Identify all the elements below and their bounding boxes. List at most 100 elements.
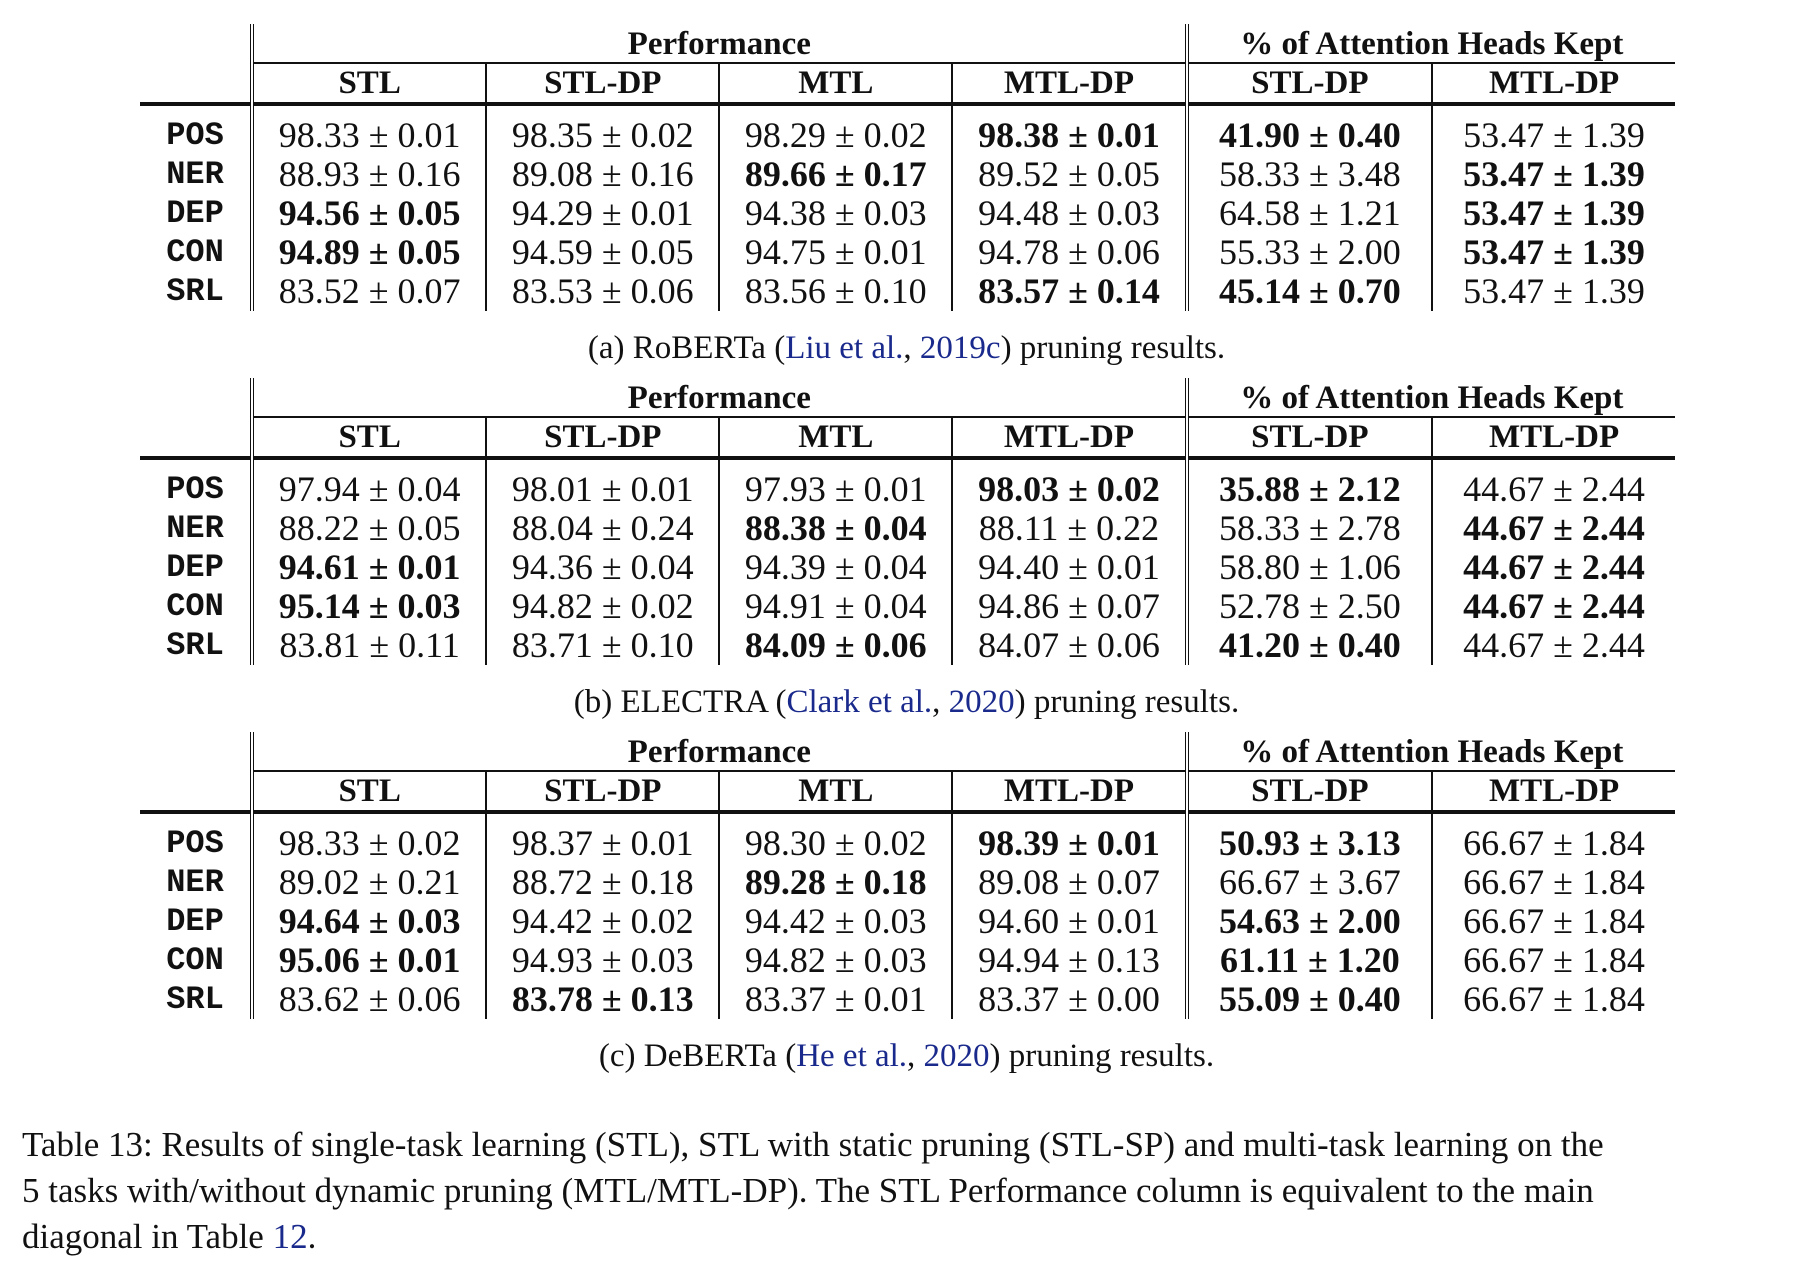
task-label: SRL bbox=[166, 981, 224, 1018]
table-row: NER 88.22 ± 0.05 88.04 ± 0.24 88.38 ± 0.04 8… bbox=[140, 509, 1675, 548]
table-cell: 58.33 ± 2.78 bbox=[1184, 509, 1433, 548]
table-cell: 88.04 ± 0.24 bbox=[485, 509, 720, 548]
table-cell: 83.57 ± 0.14 bbox=[951, 272, 1187, 311]
table-cell: 94.42 ± 0.03 bbox=[718, 902, 953, 941]
table-cell: 53.47 ± 1.39 bbox=[1431, 155, 1675, 194]
table-cell: 94.29 ± 0.01 bbox=[485, 194, 720, 233]
col-header: MTL-DP bbox=[951, 62, 1187, 103]
table-cell: 94.48 ± 0.03 bbox=[951, 194, 1187, 233]
table-cell: 83.53 ± 0.06 bbox=[485, 272, 720, 311]
citation-year-link[interactable]: 2020 bbox=[923, 1038, 990, 1074]
table-cell: 84.07 ± 0.06 bbox=[951, 626, 1187, 665]
table-row: POS 97.94 ± 0.04 98.01 ± 0.01 97.93 ± 0.01 9… bbox=[140, 470, 1675, 509]
table-row: NER 89.02 ± 0.21 88.72 ± 0.18 89.28 ± 0.18 8… bbox=[140, 863, 1675, 902]
table-cell: 97.93 ± 0.01 bbox=[718, 470, 953, 509]
table-cell: 66.67 ± 1.84 bbox=[1431, 980, 1675, 1019]
table-cell: 55.09 ± 0.40 bbox=[1184, 980, 1433, 1019]
subcaption-c: (c) DeBERTa (He et al., 2020) pruning re… bbox=[598, 1038, 1215, 1074]
col-header: MTL bbox=[718, 62, 953, 103]
citation-link[interactable]: Clark et al. bbox=[786, 684, 933, 720]
table-cell: 94.64 ± 0.03 bbox=[249, 902, 487, 941]
col-header: STL-DP bbox=[1184, 770, 1433, 811]
col-header: STL bbox=[249, 62, 487, 103]
subcaption-b: (b) ELECTRA (Clark et al., 2020) pruning… bbox=[573, 684, 1240, 720]
col-header: MTL-DP bbox=[951, 770, 1187, 811]
table-cell: 54.63 ± 2.00 bbox=[1184, 902, 1433, 941]
table-cell: 66.67 ± 1.84 bbox=[1431, 941, 1675, 980]
table-cell: 83.56 ± 0.10 bbox=[718, 272, 953, 311]
table-cell: 94.78 ± 0.06 bbox=[951, 233, 1187, 272]
table-row: CON 95.06 ± 0.01 94.93 ± 0.03 94.82 ± 0.03 9… bbox=[140, 941, 1675, 980]
col-header: STL-DP bbox=[485, 770, 720, 811]
table-cell: 98.39 ± 0.01 bbox=[951, 824, 1187, 863]
table-cell: 88.11 ± 0.22 bbox=[951, 509, 1187, 548]
table-cell: 83.37 ± 0.01 bbox=[718, 980, 953, 1019]
table-cell: 89.08 ± 0.07 bbox=[951, 863, 1187, 902]
table-cell: 98.29 ± 0.02 bbox=[718, 116, 953, 155]
table-cell: 44.67 ± 2.44 bbox=[1431, 470, 1675, 509]
col-header: MTL-DP bbox=[1431, 770, 1675, 811]
table-cell: 98.35 ± 0.02 bbox=[485, 116, 720, 155]
table-cell: 35.88 ± 2.12 bbox=[1184, 470, 1433, 509]
col-header: STL-DP bbox=[1184, 416, 1433, 457]
citation-year-link[interactable]: 2020 bbox=[948, 684, 1015, 720]
col-header: STL bbox=[249, 770, 487, 811]
table-cell: 84.09 ± 0.06 bbox=[718, 626, 953, 665]
table-cell: 44.67 ± 2.44 bbox=[1431, 548, 1675, 587]
table-cell: 94.91 ± 0.04 bbox=[718, 587, 953, 626]
table-cell: 53.47 ± 1.39 bbox=[1431, 194, 1675, 233]
table-cell: 52.78 ± 2.50 bbox=[1184, 587, 1433, 626]
table-row: SRL 83.62 ± 0.06 83.78 ± 0.13 83.37 ± 0.01 8… bbox=[140, 980, 1675, 1019]
results-table: Performance % of Attention Heads Kept ST… bbox=[140, 732, 1675, 1019]
table-cell: 89.28 ± 0.18 bbox=[718, 863, 953, 902]
table-row: CON 94.89 ± 0.05 94.59 ± 0.05 94.75 ± 0.01 9… bbox=[140, 233, 1675, 272]
task-label: DEP bbox=[166, 195, 224, 232]
header-performance: Performance bbox=[250, 24, 1187, 63]
caption-line: 5 tasks with/without dynamic pruning (MT… bbox=[22, 1171, 1594, 1210]
col-header: STL-DP bbox=[485, 416, 720, 457]
table-cell: 94.59 ± 0.05 bbox=[485, 233, 720, 272]
caption-line: Table 13: Results of single-task learnin… bbox=[22, 1125, 1604, 1164]
table-cell: 44.67 ± 2.44 bbox=[1431, 626, 1675, 665]
citation-link[interactable]: Liu et al. bbox=[785, 330, 904, 366]
table-cell: 94.40 ± 0.01 bbox=[951, 548, 1187, 587]
table-row: DEP 94.64 ± 0.03 94.42 ± 0.02 94.42 ± 0.03 9… bbox=[140, 902, 1675, 941]
task-label: SRL bbox=[166, 273, 224, 310]
table-cell: 89.66 ± 0.17 bbox=[718, 155, 953, 194]
table-cell: 89.02 ± 0.21 bbox=[249, 863, 487, 902]
table-cell: 98.01 ± 0.01 bbox=[485, 470, 720, 509]
table-cell: 94.36 ± 0.04 bbox=[485, 548, 720, 587]
col-header: STL-DP bbox=[1184, 62, 1433, 103]
table-cell: 83.81 ± 0.11 bbox=[249, 626, 487, 665]
col-header: STL-DP bbox=[485, 62, 720, 103]
col-header: MTL-DP bbox=[1431, 416, 1675, 457]
table-cell: 66.67 ± 3.67 bbox=[1184, 863, 1433, 902]
citation-year-link[interactable]: 2019c bbox=[919, 330, 1001, 366]
table-cell: 94.75 ± 0.01 bbox=[718, 233, 953, 272]
task-label: NER bbox=[166, 510, 224, 547]
table-cell: 88.22 ± 0.05 bbox=[249, 509, 487, 548]
table-row: POS 98.33 ± 0.02 98.37 ± 0.01 98.30 ± 0.02 9… bbox=[140, 824, 1675, 863]
table-cell: 64.58 ± 1.21 bbox=[1184, 194, 1433, 233]
results-table: Performance % of Attention Heads Kept ST… bbox=[140, 24, 1675, 311]
table-cell: 94.61 ± 0.01 bbox=[249, 548, 487, 587]
col-header: MTL bbox=[718, 770, 953, 811]
table-caption: Table 13: Results of single-task learnin… bbox=[22, 1122, 1797, 1260]
table-cell: 66.67 ± 1.84 bbox=[1431, 902, 1675, 941]
table-cell: 98.33 ± 0.02 bbox=[249, 824, 487, 863]
task-label: POS bbox=[166, 471, 224, 508]
table-ref-link[interactable]: 12 bbox=[272, 1217, 308, 1256]
table-row: NER 88.93 ± 0.16 89.08 ± 0.16 89.66 ± 0.17 8… bbox=[140, 155, 1675, 194]
table-cell: 66.67 ± 1.84 bbox=[1431, 863, 1675, 902]
table-row: SRL 83.52 ± 0.07 83.53 ± 0.06 83.56 ± 0.10 8… bbox=[140, 272, 1675, 311]
header-heads-kept: % of Attention Heads Kept bbox=[1184, 24, 1675, 63]
task-label: CON bbox=[166, 942, 224, 979]
table-cell: 94.86 ± 0.07 bbox=[951, 587, 1187, 626]
task-label: DEP bbox=[166, 903, 224, 940]
col-header: MTL bbox=[718, 416, 953, 457]
table-cell: 88.93 ± 0.16 bbox=[249, 155, 487, 194]
table-cell: 98.38 ± 0.01 bbox=[951, 116, 1187, 155]
table-deberta: Performance % of Attention Heads Kept ST… bbox=[140, 732, 1675, 1019]
citation-link[interactable]: He et al. bbox=[796, 1038, 908, 1074]
table-cell: 88.72 ± 0.18 bbox=[485, 863, 720, 902]
